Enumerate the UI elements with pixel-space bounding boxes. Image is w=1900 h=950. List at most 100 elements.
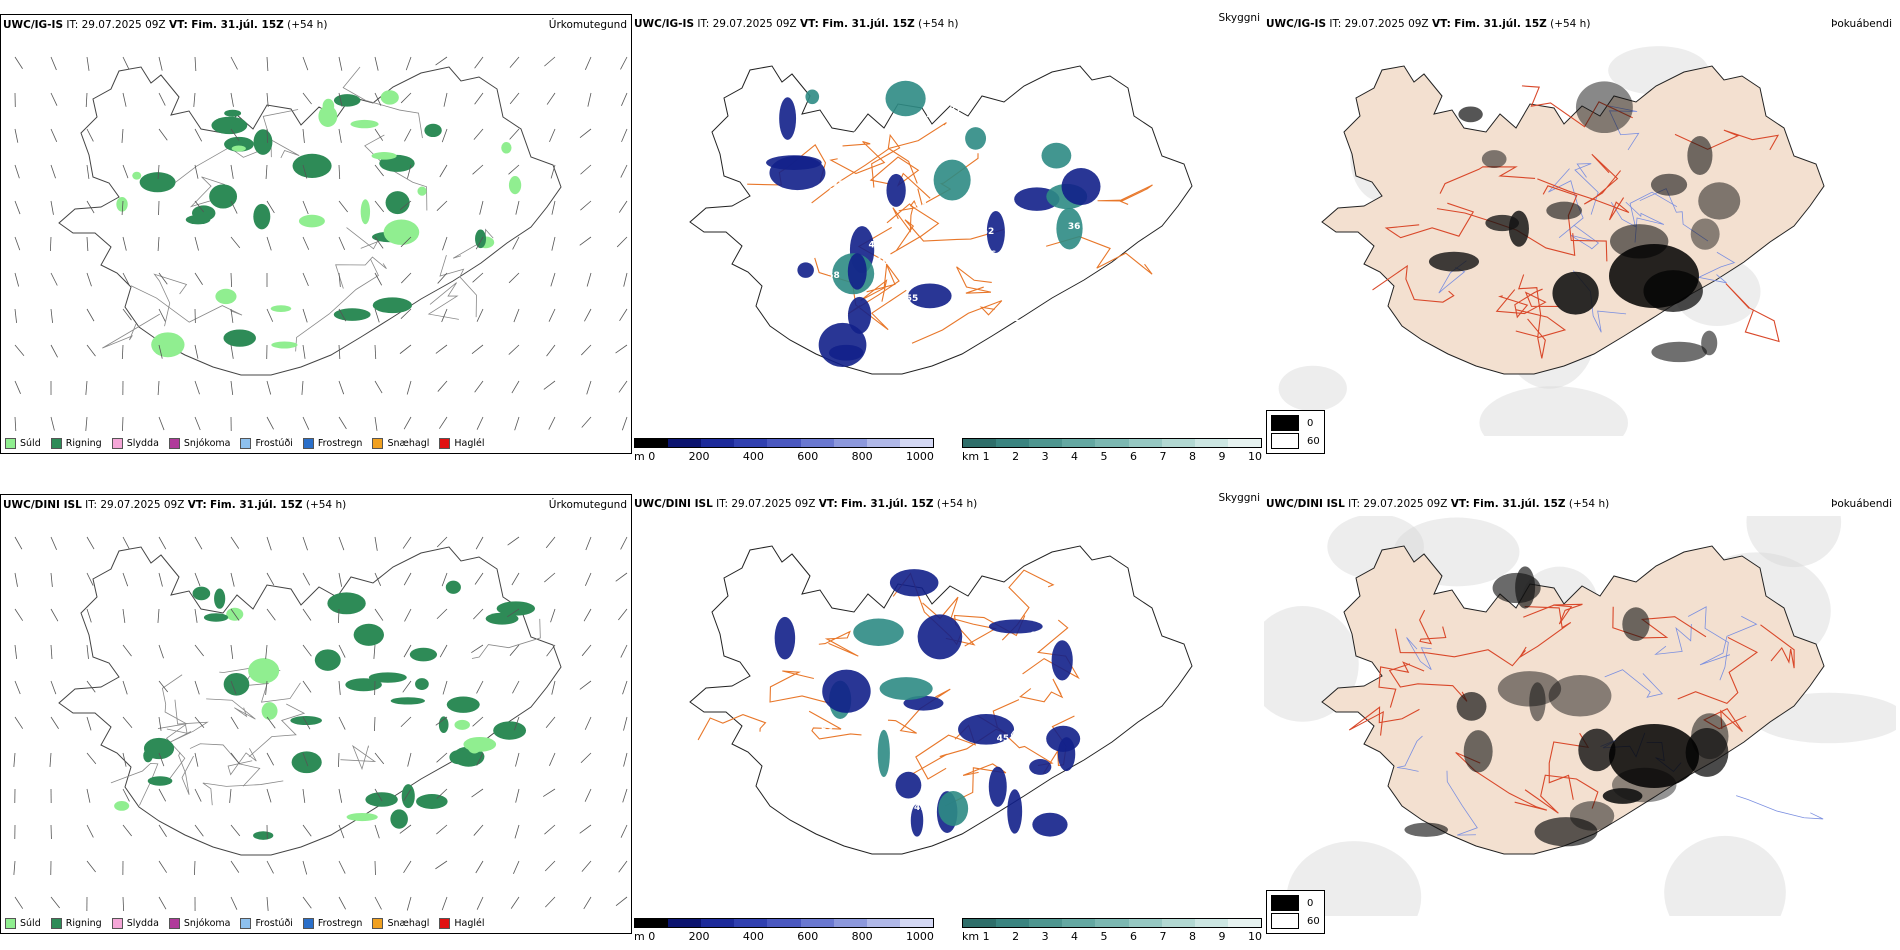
cloud-cell bbox=[889, 569, 939, 597]
colorbar-segment bbox=[800, 439, 834, 447]
issue-prefix: IT: bbox=[66, 19, 79, 31]
fog-cell bbox=[1515, 566, 1536, 609]
legend-label: Snjókoma bbox=[183, 917, 231, 929]
precip-cell bbox=[223, 672, 250, 696]
legend-item: Snæhagl bbox=[372, 437, 429, 449]
precip-cell bbox=[270, 305, 292, 312]
colorbar-tick: 3 bbox=[1041, 930, 1049, 943]
issue-prefix: IT: bbox=[1329, 18, 1342, 30]
colorbar-tick: 5 bbox=[1100, 930, 1108, 943]
precip-cell bbox=[438, 716, 449, 734]
legend-item: Haglél bbox=[439, 437, 485, 449]
product-title: Skyggni bbox=[1218, 12, 1261, 24]
colorbar-segment bbox=[1161, 439, 1195, 447]
precip-cell bbox=[345, 678, 382, 692]
legend-label: Snjókoma bbox=[183, 437, 231, 449]
cloud-cell bbox=[766, 155, 822, 170]
legend-label: Frostregn bbox=[317, 437, 363, 449]
colorbar-tick: 800 bbox=[851, 930, 873, 943]
colorbar-segment bbox=[833, 919, 867, 927]
legend-label: Haglél bbox=[454, 917, 485, 929]
colorbar-segment bbox=[1227, 439, 1261, 447]
issue-time: 29.07.2025 09Z bbox=[712, 18, 797, 30]
precip-type-legend: Súld Rigning Slydda Snjókoma Frostúði Frostre… bbox=[5, 435, 485, 451]
colorbar-tick: 4 bbox=[1071, 450, 1079, 463]
legend-label: Frostregn bbox=[317, 917, 363, 929]
cloud-base-ticks: m 0 200 400 600 800 1000 bbox=[634, 930, 934, 943]
colorbar-tick: 400 bbox=[742, 450, 764, 463]
cloud-cell bbox=[879, 677, 933, 701]
colorbar-segment bbox=[1194, 919, 1228, 927]
precip-cell bbox=[114, 801, 130, 811]
legend-item: Rigning bbox=[50, 437, 102, 449]
cloud-cell bbox=[1029, 759, 1052, 775]
fog-cell bbox=[1552, 271, 1599, 315]
issue-time: 29.07.2025 09Z bbox=[1363, 498, 1448, 510]
precip-cell bbox=[409, 647, 438, 662]
valid-time: Fim. 31.júl. 15Z bbox=[1473, 498, 1566, 510]
sea-fog-patch bbox=[1479, 386, 1628, 436]
legend-swatch bbox=[439, 437, 451, 449]
cloud-visibility-panel-top: UWC/IG-IS IT: 29.07.2025 09Z VT: Fim. 31… bbox=[632, 12, 1264, 463]
colorbar-tick: 6 bbox=[1130, 450, 1138, 463]
cloud-visibility-map: 3645685354614657253635435246975437421058… bbox=[689, 65, 1193, 375]
cloud-cell bbox=[886, 173, 906, 207]
cloud-visibility-panel-bottom: UWC/DINI ISL IT: 29.07.2025 09Z VT: Fim.… bbox=[632, 492, 1264, 943]
legend-swatch bbox=[5, 437, 16, 449]
colorbar-tick: 8 bbox=[1188, 450, 1196, 463]
cloud-base-label: 53 bbox=[821, 726, 834, 736]
fog-index-legend: 0 60 bbox=[1266, 890, 1325, 934]
precip-cell bbox=[501, 142, 512, 154]
sea-fog-patch bbox=[1278, 365, 1347, 412]
valid-prefix: VT: bbox=[799, 18, 819, 30]
precip-cell bbox=[445, 580, 461, 594]
model-name: UWC/DINI ISL bbox=[3, 499, 82, 511]
cloud-base-label: 45 bbox=[792, 609, 805, 619]
colorbar-tick: 7 bbox=[1159, 450, 1167, 463]
legend-swatch bbox=[439, 917, 451, 929]
precip-cell bbox=[353, 623, 384, 646]
colorbar-segment bbox=[899, 919, 933, 927]
issue-prefix: IT: bbox=[716, 498, 729, 510]
cloud-base-label: 58 bbox=[827, 271, 840, 281]
precip-type-panel-top: UWC/IG-IS IT: 29.07.2025 09Z VT: Fim. 31… bbox=[0, 14, 632, 454]
colorbar-tick: 9 bbox=[1218, 930, 1226, 943]
valid-prefix: VT: bbox=[187, 499, 207, 511]
valid-time: Fim. 31.júl. 15Z bbox=[210, 499, 303, 511]
visibility-colorbar: km 1 2 3 4 5 6 7 8 9 10 bbox=[962, 918, 1262, 943]
cloud-base-label: 53 bbox=[980, 206, 993, 216]
precip-cell bbox=[508, 176, 522, 195]
precip-cell bbox=[333, 308, 371, 321]
precip-type-panel-bottom: UWC/DINI ISL IT: 29.07.2025 09Z VT: Fim.… bbox=[0, 494, 632, 934]
colorbar-segment bbox=[1128, 439, 1162, 447]
colorbar-tick: 3 bbox=[1041, 450, 1049, 463]
colorbar-tick: km 1 bbox=[962, 930, 990, 943]
legend-label: Súld bbox=[20, 917, 41, 929]
fog-cell bbox=[1609, 724, 1699, 788]
legend-item: Rigning bbox=[50, 917, 102, 929]
fog-high-swatch bbox=[1271, 895, 1299, 911]
colorbar-tick: m 0 bbox=[634, 450, 656, 463]
precip-cell bbox=[390, 697, 425, 705]
cloud-cell bbox=[885, 80, 926, 117]
fog-cell bbox=[1575, 81, 1633, 134]
precip-cell bbox=[475, 229, 487, 249]
cloud-base-label: 43 bbox=[832, 180, 845, 190]
precip-cell bbox=[253, 129, 273, 155]
colorbar-segment bbox=[1194, 439, 1228, 447]
issue-prefix: IT: bbox=[1348, 498, 1361, 510]
cloud-base-label: 41 bbox=[914, 803, 927, 813]
cloud-base-label: 61 bbox=[1018, 260, 1031, 270]
issue-time: 29.07.2025 09Z bbox=[100, 499, 185, 511]
cloud-base-label: 75 bbox=[886, 809, 899, 819]
colorbar-segment bbox=[767, 919, 801, 927]
precip-cell bbox=[271, 341, 298, 349]
fog-cell bbox=[1458, 106, 1483, 123]
fog-cell bbox=[1609, 244, 1699, 308]
legend-item: Snjókoma bbox=[168, 917, 231, 929]
lead-time: (+54 h) bbox=[1568, 498, 1610, 510]
fog-cell bbox=[1691, 713, 1729, 760]
cloud-base-label: 25 bbox=[926, 110, 939, 120]
precip-cell bbox=[346, 812, 378, 822]
fog-index-map bbox=[1264, 516, 1896, 916]
